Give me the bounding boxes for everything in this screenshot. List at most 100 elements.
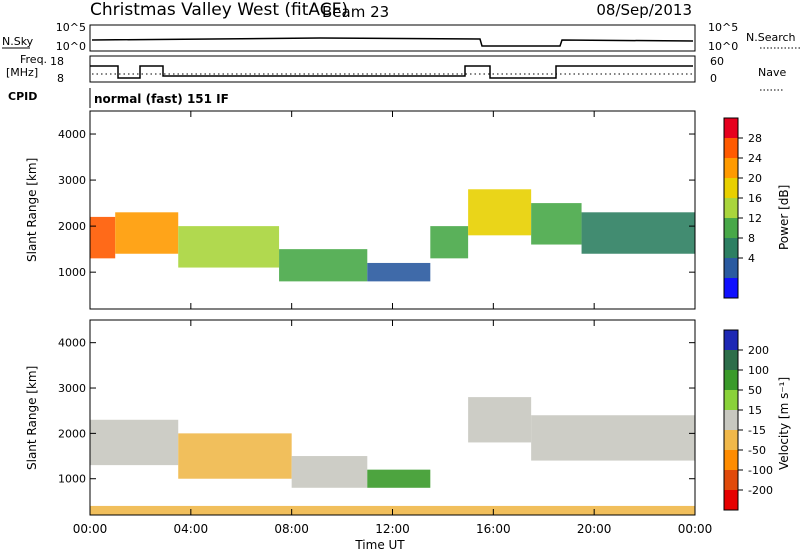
nsky-label: N.Sky: [2, 35, 34, 48]
y-tick-label: 2000: [58, 427, 86, 440]
data-cell: [430, 226, 469, 259]
nsky-tick-bottom: 10^0: [56, 40, 86, 53]
nsky-tick-top: 10^5: [56, 21, 86, 34]
colorbar-cell: [724, 158, 738, 179]
colorbar-cell: [724, 430, 738, 451]
freq-label-line1: Freq.: [20, 53, 47, 66]
cpid-text: normal (fast) 151 IF: [94, 92, 229, 106]
freq-tick-bottom: 8: [57, 72, 64, 85]
power-ylabel: Slant Range [km]: [25, 158, 39, 262]
power-colorbar-ticks: 28 24 20 16 12 8 4: [738, 132, 762, 265]
velocity-colorbar-ticks: 200 100 50 15 -15 -50 -100 -200: [738, 344, 773, 497]
colorbar-tick-label: 20: [748, 172, 762, 185]
velocity-x-axis: 00:00 04:00 08:00 12:00 16:00 20:00 00:00: [73, 320, 713, 536]
colorbar-tick-label: -100: [748, 464, 773, 477]
nsky-panel: N.Sky 10^5 10^0 10^5 10^0 N.Search: [2, 21, 800, 53]
colorbar-cell: [724, 218, 738, 239]
x-tick-label: 12:00: [375, 522, 410, 536]
station-title: Christmas Valley West (fitACF): [90, 0, 348, 20]
colorbar-cell: [724, 138, 738, 159]
data-cell: [291, 456, 368, 488]
data-cell: [531, 203, 582, 245]
power-data: [90, 189, 695, 282]
colorbar-tick-label: -50: [748, 444, 766, 457]
data-cell: [581, 212, 695, 254]
freq-tick-top: 18: [50, 55, 64, 68]
freq-trace: [90, 65, 693, 79]
velocity-colorbar-label: Velocity [m s⁻¹]: [777, 377, 791, 470]
data-cell: [531, 415, 695, 461]
freq-line: [90, 65, 693, 79]
colorbar-cell: [724, 350, 738, 371]
power-colorbar-cells: [724, 118, 738, 299]
nave-tick-bottom: 0: [710, 72, 717, 85]
data-cell: [367, 262, 431, 282]
colorbar-cell: [724, 450, 738, 471]
data-cell: [90, 216, 116, 259]
cpid-label: CPID: [8, 90, 37, 103]
y-tick-label: 4000: [58, 128, 86, 141]
colorbar-tick-label: 28: [748, 132, 762, 145]
nave-label: Nave: [758, 66, 786, 79]
power-panel: 1000 2000 3000 4000 Slant Range [km]: [25, 110, 696, 310]
y-tick-label: 4000: [58, 337, 86, 350]
data-cell: [367, 469, 431, 488]
velocity-colorbar-cells: [724, 330, 738, 511]
colorbar-cell: [724, 278, 738, 299]
velocity-colorbar: 200 100 50 15 -15 -50 -100 -200 Velocity [m s⁻¹…: [723, 329, 791, 511]
freq-label-line2: [MHz]: [6, 66, 38, 79]
x-tick-label: 20:00: [577, 522, 612, 536]
nsearch-tick-bottom: 10^0: [708, 40, 738, 53]
power-colorbar-label: Power [dB]: [777, 185, 791, 250]
colorbar-cell: [724, 470, 738, 491]
colorbar-cell: [724, 370, 738, 391]
nave-tick-top: 60: [710, 55, 724, 68]
colorbar-cell: [724, 330, 738, 351]
data-cell: [178, 226, 280, 268]
colorbar-tick-label: -200: [748, 484, 773, 497]
colorbar-tick-label: 12: [748, 212, 762, 225]
x-axis-label: Time UT: [354, 538, 405, 552]
velocity-colorbar-frame: [723, 329, 739, 511]
freq-panel: Freq. [MHz] 18 8 60 0 Nave: [6, 53, 786, 91]
colorbar-cell: [724, 410, 738, 431]
x-tick-label: 08:00: [274, 522, 309, 536]
date-label: 08/Sep/2013: [596, 1, 692, 19]
colorbar-cell: [724, 178, 738, 199]
colorbar-cell: [724, 238, 738, 259]
nsky-frame: [89, 24, 696, 52]
velocity-ylabel: Slant Range [km]: [25, 366, 39, 470]
power-colorbar: 28 24 20 16 12 8 4 Power [dB]: [723, 117, 791, 299]
power-colorbar-frame: [723, 117, 739, 299]
colorbar-tick-label: 50: [748, 384, 762, 397]
data-cell: [90, 419, 179, 466]
y-tick-label: 1000: [58, 473, 86, 486]
data-cell: [468, 189, 532, 236]
colorbar-cell: [724, 390, 738, 411]
y-tick-label: 3000: [58, 174, 86, 187]
x-tick-label: 04:00: [174, 522, 209, 536]
power-y-axis: 1000 2000 3000 4000: [58, 128, 695, 279]
y-tick-label: 3000: [58, 382, 86, 395]
colorbar-tick-label: 100: [748, 364, 769, 377]
power-x-axis: [89, 111, 696, 309]
nsearch-tick-top: 10^5: [708, 21, 738, 34]
velocity-y-axis: 1000 2000 3000 4000: [58, 337, 695, 486]
data-cell: [178, 433, 292, 479]
data-cell: [279, 249, 368, 282]
colorbar-tick-label: 15: [748, 404, 762, 417]
data-cell: [115, 212, 179, 254]
velocity-panel: 1000 2000 3000 4000 00:00 04:00 08:00 12:00 16:…: [25, 319, 713, 536]
x-tick-label: 00:00: [678, 522, 713, 536]
data-cell: [468, 397, 532, 443]
x-tick-label: 00:00: [73, 522, 108, 536]
colorbar-tick-label: -15: [748, 424, 766, 437]
colorbar-tick-label: 8: [748, 232, 755, 245]
x-tick-label: 16:00: [476, 522, 511, 536]
colorbar-cell: [724, 490, 738, 511]
nsearch-label: N.Search: [746, 31, 796, 44]
y-tick-label: 1000: [58, 266, 86, 279]
colorbar-cell: [724, 258, 738, 279]
colorbar-tick-label: 24: [748, 152, 762, 165]
